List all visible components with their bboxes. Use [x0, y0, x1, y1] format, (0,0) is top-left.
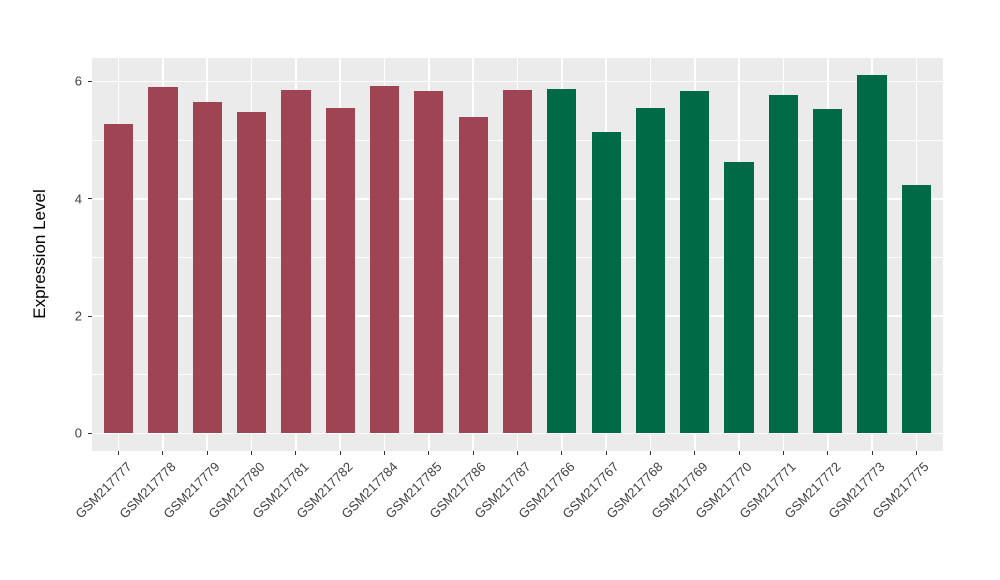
bar	[547, 88, 577, 434]
x-tick	[472, 451, 474, 455]
bar	[103, 124, 134, 434]
x-tick	[827, 451, 829, 455]
y-tick	[88, 198, 92, 200]
bar	[591, 132, 621, 434]
x-tick	[871, 451, 873, 455]
bar	[768, 94, 799, 434]
y-tick-label: 6	[74, 73, 82, 89]
bar	[813, 109, 843, 434]
x-tick	[561, 451, 563, 455]
bar	[369, 85, 400, 434]
x-tick	[782, 451, 784, 455]
x-tick	[339, 451, 341, 455]
bar	[192, 101, 222, 434]
y-tick	[88, 80, 92, 82]
x-tick	[649, 451, 651, 455]
x-tick	[517, 451, 518, 455]
x-tick	[915, 451, 917, 455]
bar	[281, 90, 311, 434]
x-tick	[384, 451, 386, 455]
y-axis-title-text: Expression Level	[30, 189, 49, 319]
bar	[724, 161, 754, 434]
x-tick	[738, 451, 740, 455]
x-tick	[118, 451, 120, 455]
bar	[901, 185, 932, 434]
x-tick	[605, 451, 607, 455]
y-tick	[88, 315, 92, 317]
y-tick-label: 0	[74, 425, 82, 441]
bar	[414, 91, 444, 434]
y-tick-label: 4	[74, 191, 82, 207]
bar	[458, 116, 488, 434]
y-tick-label: 2	[74, 308, 82, 324]
bar	[635, 107, 666, 434]
bar	[148, 86, 178, 434]
bar	[502, 90, 533, 434]
x-tick	[428, 451, 430, 455]
bar	[236, 111, 267, 434]
x-tick	[295, 451, 297, 455]
x-tick	[251, 451, 253, 455]
x-tick	[206, 451, 208, 455]
y-tick	[88, 432, 92, 434]
bar	[325, 107, 355, 434]
bar	[857, 75, 887, 434]
bar	[680, 91, 710, 434]
x-tick	[162, 451, 164, 455]
x-tick	[694, 451, 696, 455]
